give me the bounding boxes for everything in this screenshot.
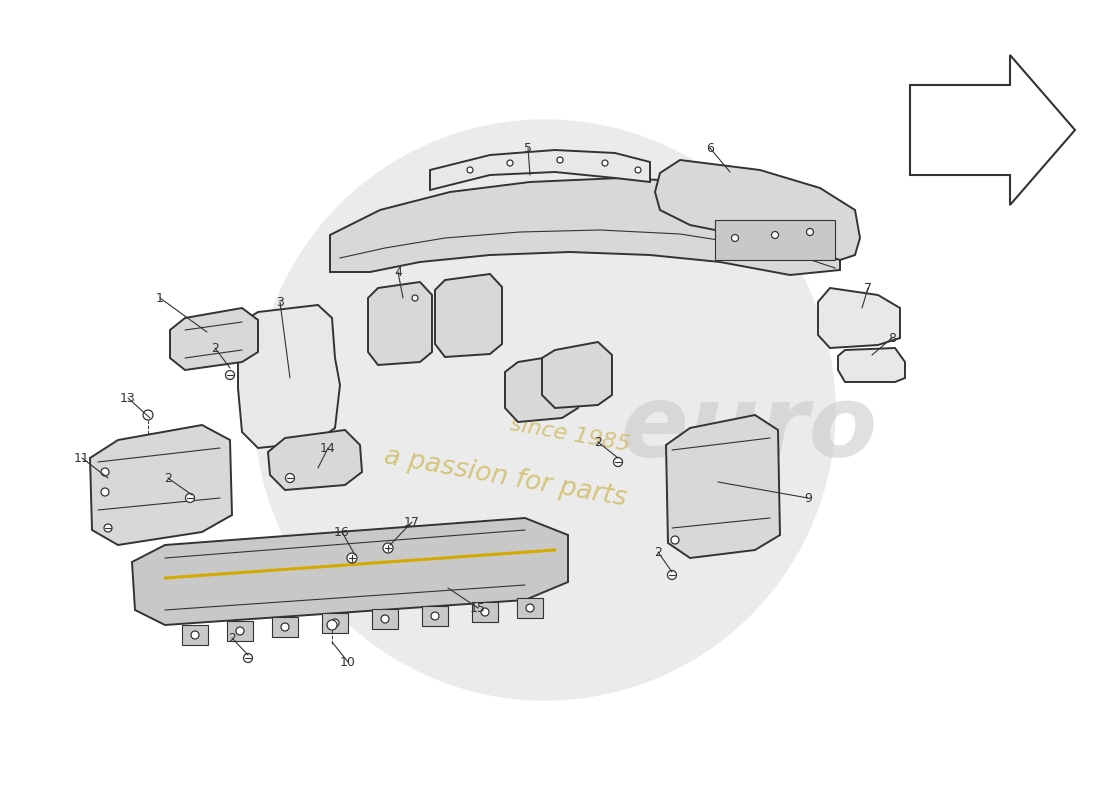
Polygon shape xyxy=(666,415,780,558)
Bar xyxy=(715,220,835,260)
Polygon shape xyxy=(654,160,860,260)
Circle shape xyxy=(286,474,295,482)
Circle shape xyxy=(101,468,109,476)
Circle shape xyxy=(383,543,393,553)
Circle shape xyxy=(671,536,679,544)
Text: 5: 5 xyxy=(524,142,532,154)
Circle shape xyxy=(255,120,835,700)
Circle shape xyxy=(526,604,534,612)
Circle shape xyxy=(468,167,473,173)
Circle shape xyxy=(280,623,289,631)
Circle shape xyxy=(732,234,738,242)
Text: 16: 16 xyxy=(334,526,350,538)
Polygon shape xyxy=(838,348,905,382)
Polygon shape xyxy=(910,55,1075,205)
Bar xyxy=(517,598,543,618)
Text: 1: 1 xyxy=(156,291,164,305)
Bar xyxy=(322,613,348,633)
Bar xyxy=(372,609,398,629)
Circle shape xyxy=(331,619,339,627)
Polygon shape xyxy=(434,274,502,357)
Circle shape xyxy=(191,631,199,639)
Circle shape xyxy=(346,553,358,563)
Polygon shape xyxy=(268,430,362,490)
Text: euro: euro xyxy=(620,382,878,478)
Text: 2: 2 xyxy=(164,471,172,485)
Text: 6: 6 xyxy=(706,142,714,154)
Circle shape xyxy=(412,295,418,301)
Circle shape xyxy=(635,167,641,173)
Text: 2: 2 xyxy=(654,546,662,558)
Polygon shape xyxy=(430,150,650,190)
Circle shape xyxy=(101,488,109,496)
Circle shape xyxy=(771,231,779,238)
Polygon shape xyxy=(132,518,568,625)
Circle shape xyxy=(327,620,337,630)
Bar xyxy=(182,625,208,645)
Polygon shape xyxy=(238,305,340,448)
Polygon shape xyxy=(505,355,578,422)
Text: 2: 2 xyxy=(594,435,602,449)
Circle shape xyxy=(806,229,814,235)
Text: 13: 13 xyxy=(120,391,136,405)
Bar xyxy=(472,602,498,622)
Circle shape xyxy=(481,608,490,616)
Polygon shape xyxy=(170,308,258,370)
Circle shape xyxy=(668,570,676,579)
Circle shape xyxy=(104,524,112,532)
Bar xyxy=(422,606,448,626)
Circle shape xyxy=(243,654,253,662)
Circle shape xyxy=(186,494,195,502)
Circle shape xyxy=(614,458,623,466)
Circle shape xyxy=(602,160,608,166)
Polygon shape xyxy=(90,425,232,545)
Polygon shape xyxy=(368,282,432,365)
Text: 15: 15 xyxy=(470,602,486,614)
Circle shape xyxy=(226,370,234,379)
Text: 10: 10 xyxy=(340,655,356,669)
Circle shape xyxy=(143,410,153,420)
Text: 7: 7 xyxy=(864,282,872,294)
Circle shape xyxy=(557,157,563,163)
Text: 11: 11 xyxy=(74,451,90,465)
Polygon shape xyxy=(818,288,900,348)
Text: a passion for parts: a passion for parts xyxy=(382,444,628,512)
Bar xyxy=(227,621,253,641)
Text: 8: 8 xyxy=(888,331,896,345)
Text: 2: 2 xyxy=(211,342,219,354)
Circle shape xyxy=(507,160,513,166)
Text: since 1985: since 1985 xyxy=(508,414,631,455)
Circle shape xyxy=(431,612,439,620)
Circle shape xyxy=(381,615,389,623)
Text: 14: 14 xyxy=(320,442,336,454)
Text: 9: 9 xyxy=(804,491,812,505)
Text: 4: 4 xyxy=(394,266,402,278)
Text: 3: 3 xyxy=(276,295,284,309)
Circle shape xyxy=(236,627,244,635)
Bar xyxy=(272,617,298,637)
Text: 2: 2 xyxy=(228,631,235,645)
Text: 17: 17 xyxy=(404,515,420,529)
Polygon shape xyxy=(330,178,840,275)
Polygon shape xyxy=(542,342,612,408)
